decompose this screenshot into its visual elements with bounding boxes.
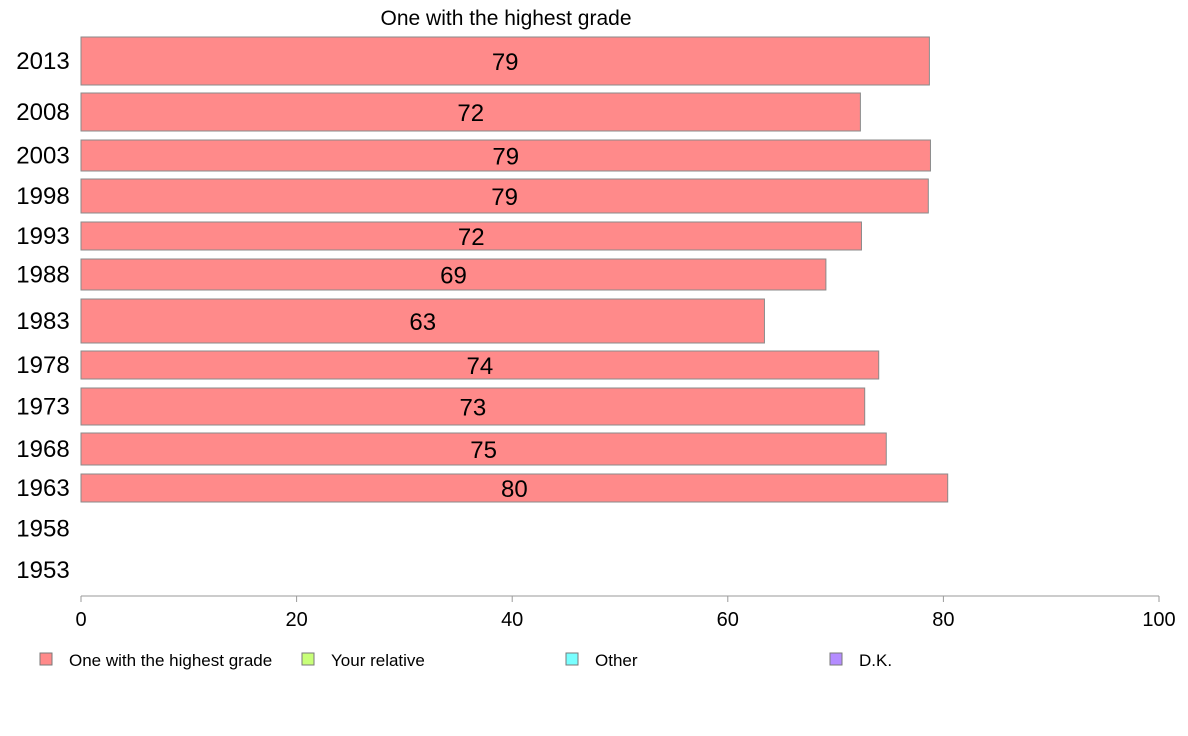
bar: [80, 473, 949, 503]
legend-label: Other: [595, 651, 638, 670]
data-label: 79: [491, 184, 518, 211]
bar: [80, 432, 887, 466]
category-label: 2008: [16, 99, 69, 126]
data-label: 69: [440, 263, 467, 290]
bar: [80, 221, 862, 251]
bar: [80, 92, 861, 132]
bar: [80, 387, 866, 426]
category-label: 1978: [16, 352, 69, 379]
legend-swatch: [565, 652, 579, 666]
data-label: 74: [467, 353, 494, 380]
legend-swatch: [39, 652, 53, 666]
bar: [80, 139, 931, 172]
legend-swatch: [301, 652, 315, 666]
category-label: 1998: [16, 183, 69, 210]
bar: [80, 350, 880, 380]
legend-label: One with the highest grade: [69, 651, 272, 670]
data-label: 75: [470, 437, 497, 464]
data-label: 79: [492, 144, 519, 171]
bar: [80, 36, 930, 86]
category-labels-layer: 2013 2008 2003 1998 1993 1988 1983 1978 1973 1968…: [16, 48, 69, 584]
x-tick-label: 20: [285, 609, 307, 631]
data-label: 72: [458, 224, 485, 251]
data-label: 63: [409, 309, 436, 336]
x-tick-label: 40: [501, 609, 523, 631]
x-tick-label: 0: [75, 609, 86, 631]
category-label: 1963: [16, 475, 69, 502]
data-label: 79: [492, 49, 519, 76]
legend: One with the highest grade Your relative O…: [39, 651, 892, 670]
category-label: 1993: [16, 223, 69, 250]
data-label: 72: [457, 100, 484, 127]
legend-label: D.K.: [859, 651, 892, 670]
x-tick-label: 80: [932, 609, 954, 631]
category-label: 1968: [16, 436, 69, 463]
category-label: 1958: [16, 516, 69, 543]
legend-label: Your relative: [331, 651, 425, 670]
legend-swatch: [829, 652, 843, 666]
chart-title: One with the highest grade: [381, 7, 632, 30]
category-label: 1973: [16, 394, 69, 421]
x-axis: 0 20 40 60 80 100: [75, 595, 1176, 631]
category-label: 1953: [16, 557, 69, 584]
category-label: 1988: [16, 262, 69, 289]
bar: [80, 258, 827, 291]
bar: [80, 178, 929, 214]
bar: [80, 298, 765, 344]
x-tick-label: 60: [717, 609, 739, 631]
data-label: 73: [460, 395, 487, 422]
data-label: 80: [501, 476, 528, 503]
bars-layer: [80, 36, 949, 503]
category-label: 2003: [16, 143, 69, 170]
x-tick-label: 100: [1142, 609, 1175, 631]
category-label: 1983: [16, 308, 69, 335]
category-label: 2013: [16, 48, 69, 75]
